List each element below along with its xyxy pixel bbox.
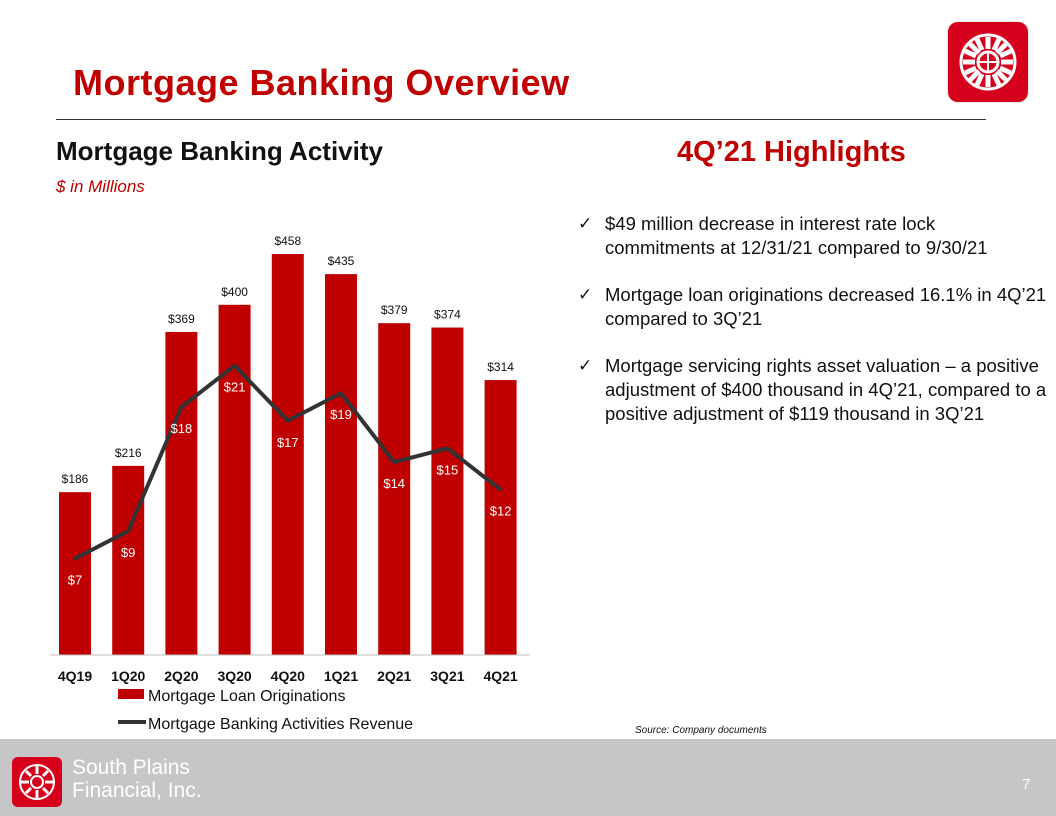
x-tick-label: 3Q20 [217, 668, 251, 684]
bar-value-label: $400 [221, 285, 248, 299]
x-tick-label: 4Q19 [58, 668, 92, 684]
originations-bar [112, 465, 145, 655]
legend-label-revenue: Mortgage Banking Activities Revenue [148, 716, 413, 733]
checkmark-icon: ✓ [578, 356, 593, 375]
company-name-line2: Financial, Inc. [72, 779, 202, 802]
originations-bar [431, 327, 464, 655]
bar-value-label: $216 [115, 446, 142, 460]
x-tick-label: 2Q20 [164, 668, 198, 684]
x-tick-label: 4Q21 [483, 668, 517, 684]
checkmark-icon: ✓ [578, 285, 593, 304]
revenue-point [73, 557, 77, 561]
bar-value-label: $314 [487, 360, 514, 374]
checkmark-icon: ✓ [578, 214, 593, 233]
bar-value-label: $379 [381, 303, 408, 317]
slide-title: Mortgage Banking Overview [73, 62, 570, 103]
mortgage-banking-chart: $186 $216 $369 $400 $458 $435 $379 $374 $314 $7 $9… [50, 234, 530, 733]
revenue-point [126, 529, 130, 533]
x-tick-label: 1Q20 [111, 668, 145, 684]
bar-value-label: $458 [274, 234, 301, 248]
legend-swatch-originations [118, 689, 144, 699]
originations-bar [59, 492, 91, 655]
title-divider [56, 119, 986, 120]
legend-label-originations: Mortgage Loan Originations [148, 688, 345, 705]
revenue-value-label: $21 [224, 380, 246, 395]
x-tick-label: 2Q21 [377, 668, 411, 684]
x-tick-label: 4Q20 [271, 668, 305, 684]
chart-subtitle: $ in Millions [56, 177, 145, 196]
x-tick-label: 1Q21 [324, 668, 358, 684]
wheel-logo-icon [959, 33, 1017, 91]
revenue-point [445, 446, 449, 450]
revenue-point [233, 364, 237, 368]
originations-bar [271, 254, 304, 655]
highlights-list: ✓ $49 million decrease in interest rate l… [578, 212, 1048, 449]
originations-bar [165, 331, 198, 655]
bar-value-label: $186 [62, 472, 89, 486]
page-number: 7 [1022, 776, 1031, 793]
wheel-logo-icon [12, 757, 62, 807]
highlight-item: ✓ $49 million decrease in interest rate l… [578, 212, 1048, 260]
originations-bar [325, 274, 357, 655]
revenue-point [339, 391, 343, 395]
revenue-value-label: $12 [490, 504, 512, 519]
originations-bar [484, 380, 517, 655]
revenue-point [499, 488, 503, 492]
revenue-point [286, 419, 290, 423]
revenue-value-label: $18 [171, 421, 193, 436]
revenue-value-label: $7 [68, 573, 82, 588]
bar-value-label: $374 [434, 308, 461, 322]
highlight-text: $49 million decrease in interest rate lo… [605, 213, 988, 258]
highlight-text: Mortgage loan originations decreased 16.… [605, 284, 1047, 329]
footer-logo [12, 757, 62, 812]
bar-value-label: $435 [328, 254, 355, 268]
x-tick-label: 3Q21 [430, 668, 464, 684]
revenue-value-label: $17 [277, 435, 299, 450]
highlight-item: ✓ Mortgage servicing rights asset valuati… [578, 354, 1048, 426]
company-logo [948, 22, 1028, 102]
revenue-value-label: $9 [121, 545, 135, 560]
company-name-line1: South Plains [72, 756, 190, 779]
originations-bar [378, 323, 411, 655]
bar-value-label: $369 [168, 312, 195, 326]
footer-bar [0, 739, 1056, 816]
chart-title: Mortgage Banking Activity [56, 136, 383, 166]
highlight-text: Mortgage servicing rights asset valuatio… [605, 355, 1047, 424]
footer-company-name: South Plains Financial, Inc. [72, 756, 202, 802]
originations-bar [218, 304, 251, 655]
highlight-item: ✓ Mortgage loan originations decreased 16… [578, 283, 1048, 331]
highlights-title: 4Q’21 Highlights [677, 136, 906, 168]
revenue-point [392, 460, 396, 464]
revenue-value-label: $19 [330, 407, 352, 422]
revenue-value-label: $14 [383, 476, 405, 491]
revenue-point [179, 405, 183, 409]
source-note: Source: Company documents [635, 725, 767, 736]
revenue-value-label: $15 [437, 462, 459, 477]
